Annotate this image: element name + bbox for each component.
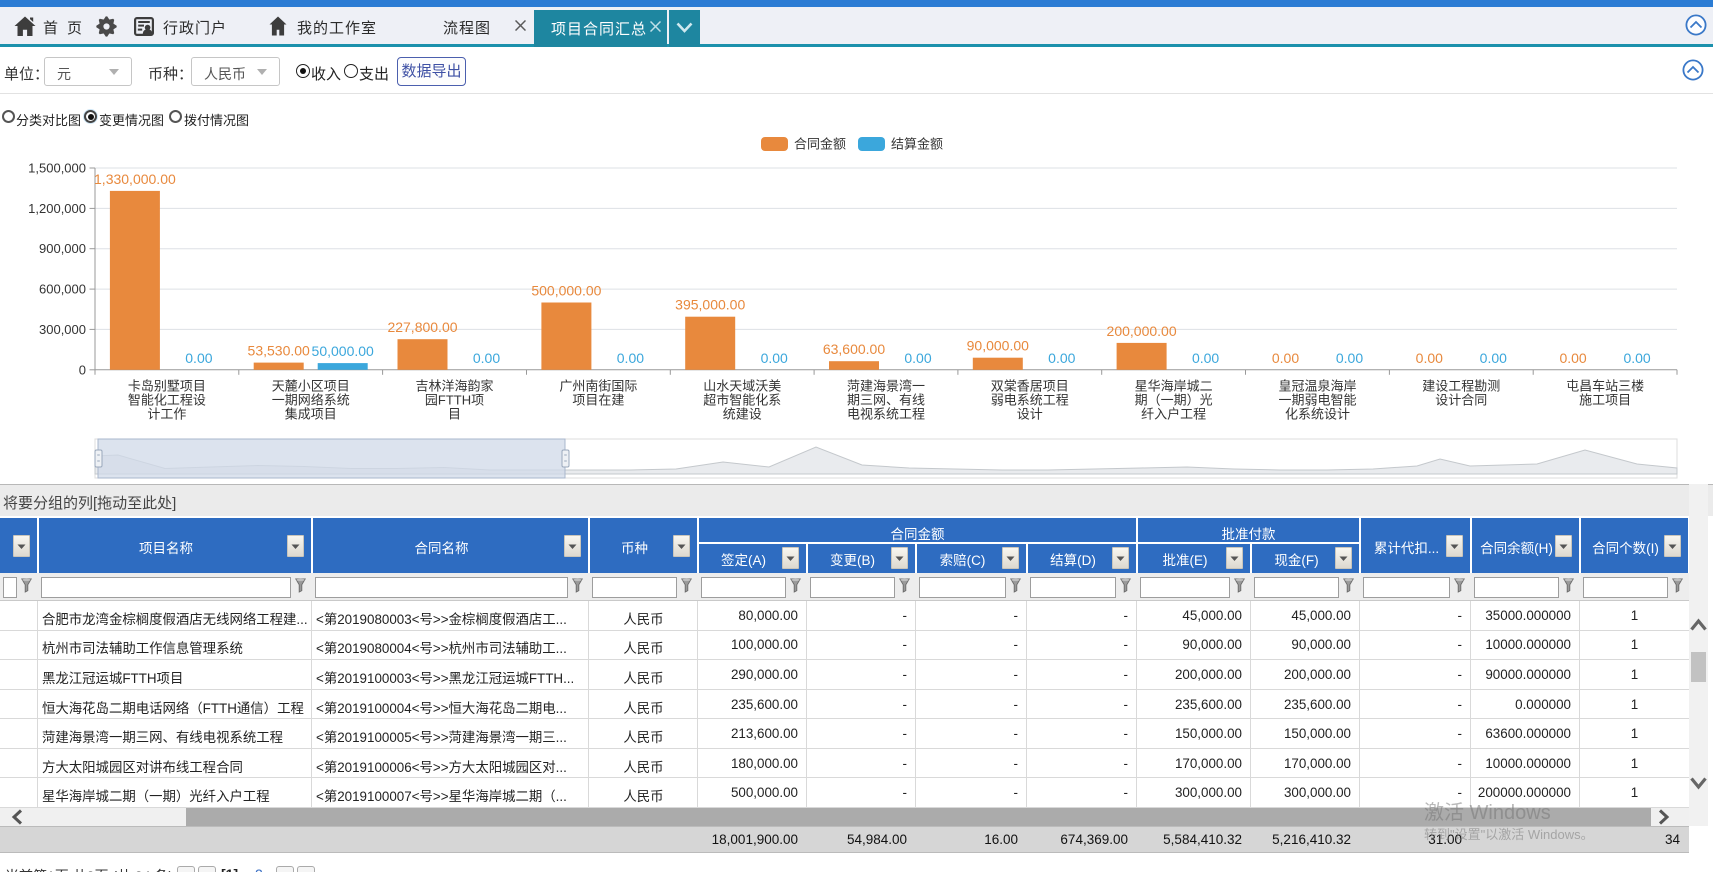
svg-text:期三网、有线: 期三网、有线 (847, 393, 925, 408)
svg-text:卡岛别墅项目: 卡岛别墅项目 (128, 379, 206, 394)
svg-text:395,000.00: 395,000.00 (675, 297, 745, 313)
svg-text:屯昌车站三楼: 屯昌车站三楼 (1566, 379, 1644, 394)
svg-text:0.00: 0.00 (1623, 350, 1650, 366)
svg-text:统建设: 统建设 (723, 407, 762, 422)
svg-text:0: 0 (79, 362, 86, 377)
svg-text:星华海岸城二: 星华海岸城二 (1135, 379, 1213, 394)
svg-text:项目在建: 项目在建 (572, 393, 624, 408)
svg-text:900,000: 900,000 (39, 241, 86, 256)
svg-text:吉林洋海韵家: 吉林洋海韵家 (415, 379, 493, 394)
svg-text:0.00: 0.00 (1048, 350, 1075, 366)
svg-text:0.00: 0.00 (1192, 350, 1219, 366)
svg-text:智能化工程设: 智能化工程设 (128, 393, 206, 408)
svg-text:0.00: 0.00 (904, 350, 931, 366)
svg-text:园FTTH项: 园FTTH项 (425, 393, 484, 408)
svg-text:0.00: 0.00 (1272, 350, 1299, 366)
svg-text:期（一期）光: 期（一期）光 (1135, 393, 1213, 408)
svg-text:广州南街国际: 广州南街国际 (559, 379, 637, 394)
svg-text:一期网络系统: 一期网络系统 (272, 393, 350, 408)
svg-text:计工作: 计工作 (147, 407, 186, 422)
svg-text:0.00: 0.00 (761, 350, 788, 366)
svg-text:63,600.00: 63,600.00 (823, 341, 885, 357)
svg-text:0.00: 0.00 (473, 350, 500, 366)
svg-text:53,530.00: 53,530.00 (248, 343, 310, 359)
svg-text:1,330,000.00: 1,330,000.00 (94, 171, 176, 187)
svg-text:0.00: 0.00 (617, 350, 644, 366)
svg-text:天麓小区项目: 天麓小区项目 (272, 379, 350, 394)
svg-text:设计: 设计 (1017, 407, 1043, 422)
svg-text:500,000.00: 500,000.00 (531, 283, 601, 299)
svg-text:电视系统工程: 电视系统工程 (847, 407, 925, 422)
svg-text:90,000.00: 90,000.00 (967, 338, 1029, 354)
svg-text:227,800.00: 227,800.00 (387, 319, 457, 335)
svg-text:弱电系统工程: 弱电系统工程 (991, 393, 1069, 408)
svg-text:纤入户工程: 纤入户工程 (1141, 407, 1206, 422)
svg-text:0.00: 0.00 (1416, 350, 1443, 366)
svg-text:50,000.00: 50,000.00 (312, 343, 374, 359)
svg-text:双棠香居项目: 双棠香居项目 (991, 379, 1069, 394)
svg-text:施工项目: 施工项目 (1579, 393, 1631, 408)
svg-text:600,000: 600,000 (39, 282, 86, 297)
svg-text:建设工程勘测: 建设工程勘测 (1422, 379, 1500, 394)
svg-text:1,500,000: 1,500,000 (28, 161, 86, 176)
svg-text:0.00: 0.00 (1559, 350, 1586, 366)
svg-text:合同金额: 合同金额 (794, 137, 846, 152)
svg-text:菏建海景湾一: 菏建海景湾一 (847, 379, 925, 394)
svg-text:结算金额: 结算金额 (891, 137, 943, 152)
svg-text:化系统设计: 化系统设计 (1285, 407, 1350, 422)
svg-text:0.00: 0.00 (185, 350, 212, 366)
svg-text:一期弱电智能: 一期弱电智能 (1278, 393, 1356, 408)
svg-text:目: 目 (448, 407, 461, 422)
svg-text:1,200,000: 1,200,000 (28, 201, 86, 216)
svg-text:0.00: 0.00 (1336, 350, 1363, 366)
svg-text:山水天域沃美: 山水天域沃美 (703, 379, 781, 394)
svg-text:集成项目: 集成项目 (285, 407, 337, 422)
svg-text:0.00: 0.00 (1480, 350, 1507, 366)
svg-text:设计合同: 设计合同 (1435, 393, 1487, 408)
svg-text:皇冠温泉海岸: 皇冠温泉海岸 (1278, 379, 1356, 394)
svg-text:超市智能化系: 超市智能化系 (703, 393, 781, 408)
svg-text:300,000: 300,000 (39, 322, 86, 337)
svg-text:200,000.00: 200,000.00 (1107, 323, 1177, 339)
